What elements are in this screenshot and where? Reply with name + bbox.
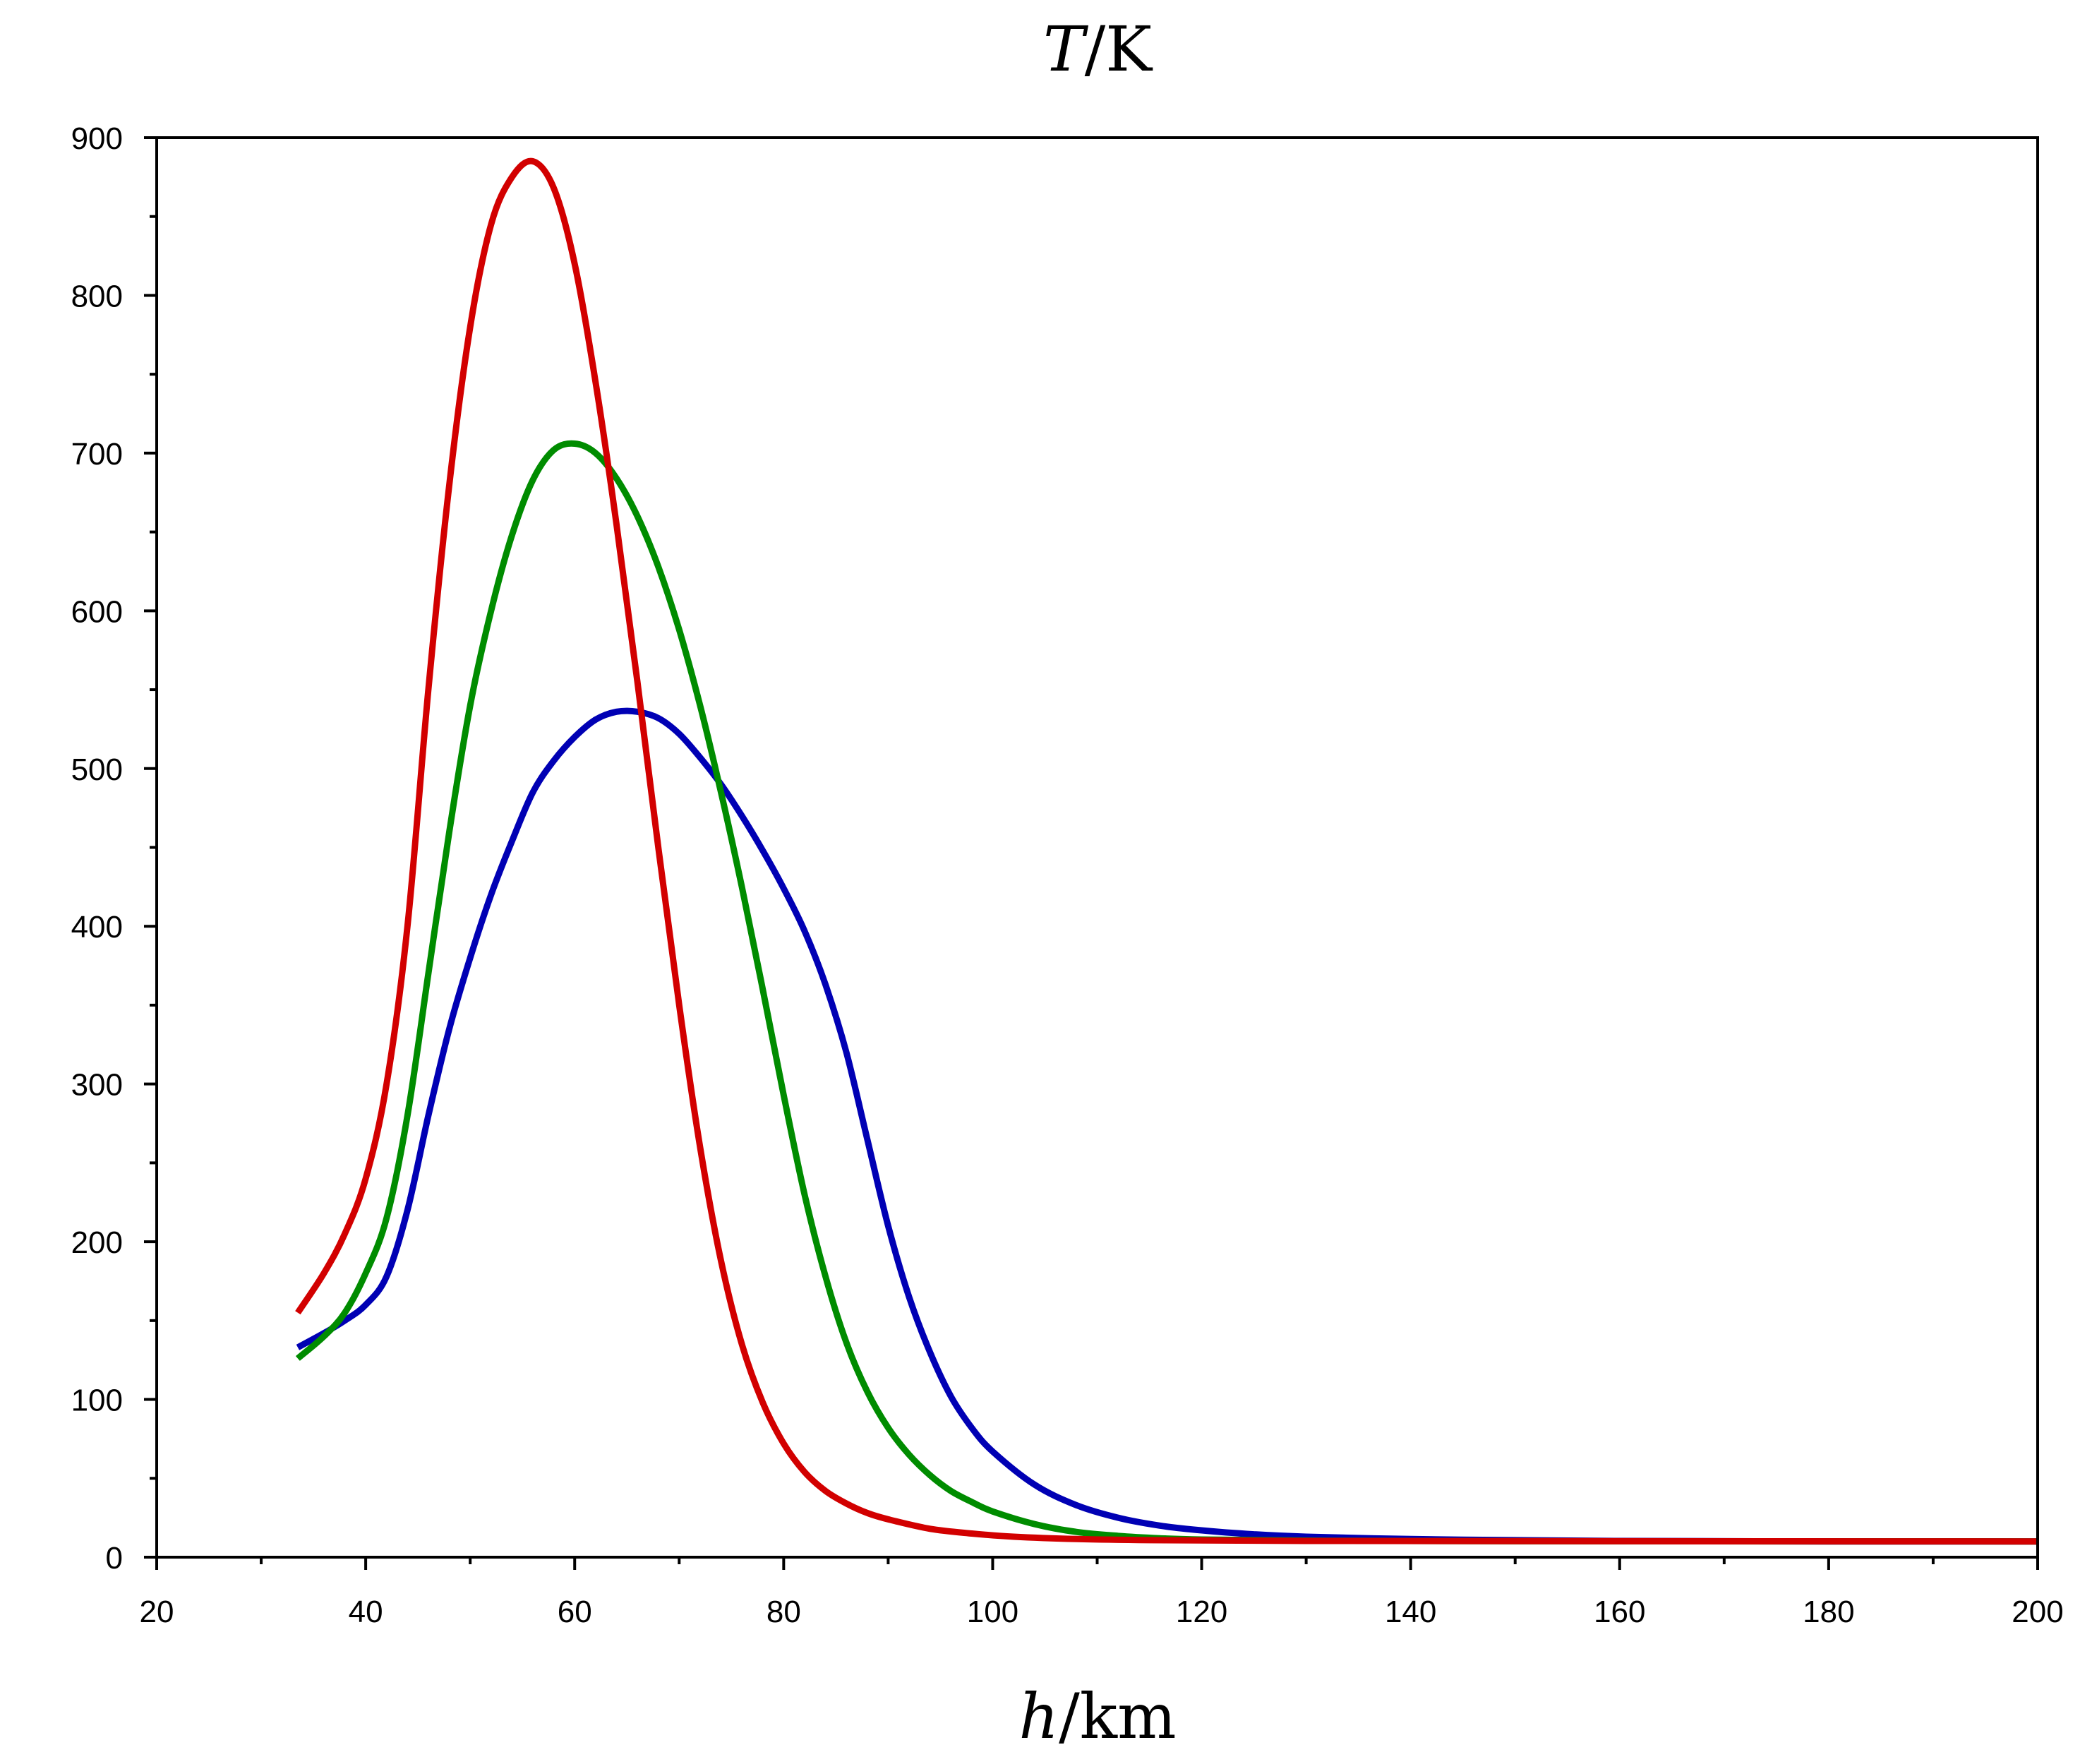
x-tick-label: 200 <box>2012 1595 2063 1629</box>
y-tick-label: 800 <box>71 279 123 313</box>
x-axis-title: h/km <box>1018 1680 1176 1753</box>
y-tick-label: 700 <box>71 437 123 472</box>
x-tick-label: 60 <box>558 1595 592 1629</box>
y-tick-label: 0 <box>106 1541 123 1576</box>
series-line-blue <box>296 707 2038 1545</box>
x-axis-unit: /km <box>1059 1680 1176 1753</box>
x-tick-label: 100 <box>967 1595 1018 1629</box>
data-series <box>295 157 2038 1545</box>
y-tick-label: 500 <box>71 752 123 787</box>
y-tick-label: 400 <box>71 910 123 944</box>
y-axis-symbol: T <box>1043 13 1089 85</box>
x-tick-label: 20 <box>140 1595 174 1629</box>
plot-frame <box>155 136 2039 1559</box>
y-tick-label: 200 <box>71 1225 123 1260</box>
series-line-green <box>295 440 2038 1545</box>
x-tick-label: 140 <box>1385 1595 1436 1629</box>
y-axis-unit: /K <box>1085 13 1154 85</box>
y-tick-label: 300 <box>71 1068 123 1103</box>
x-tick-label: 80 <box>767 1595 801 1629</box>
x-tick-label: 40 <box>349 1595 383 1629</box>
y-tick-label: 900 <box>71 121 123 156</box>
series-line-red <box>295 157 2038 1545</box>
axis-tick-labels: 20 40 60 80 100 120 140 160 180 200 0 100 200 300 400 5… <box>71 121 2064 1629</box>
x-tick-label: 180 <box>1803 1595 1854 1629</box>
y-tick-label: 100 <box>71 1384 123 1418</box>
x-tick-label: 120 <box>1176 1595 1227 1629</box>
x-axis-symbol: h <box>1018 1680 1059 1753</box>
x-tick-label: 160 <box>1594 1595 1645 1629</box>
y-tick-label: 600 <box>71 594 123 629</box>
y-axis-title: T/K <box>1043 13 1153 85</box>
